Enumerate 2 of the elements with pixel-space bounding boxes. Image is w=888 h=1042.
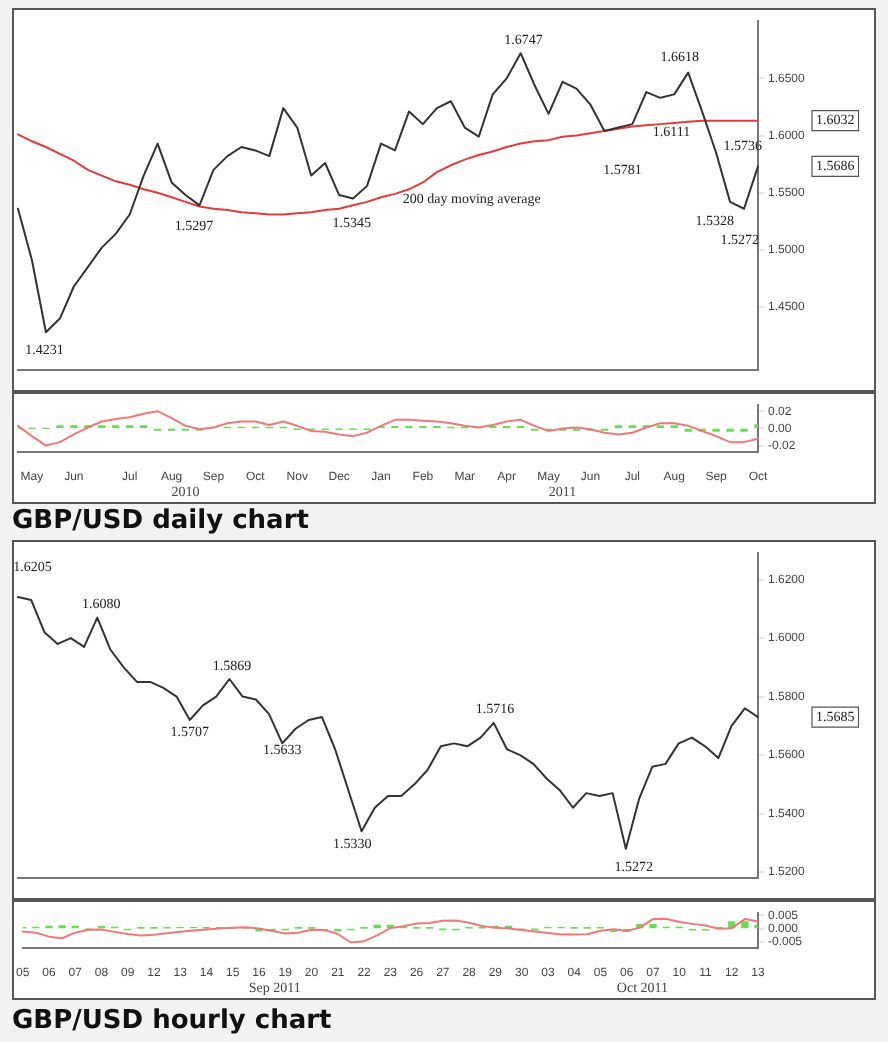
text: GBP/USD hourly chart bbox=[12, 1006, 332, 1036]
text: GBP/USD daily chart bbox=[12, 506, 309, 536]
